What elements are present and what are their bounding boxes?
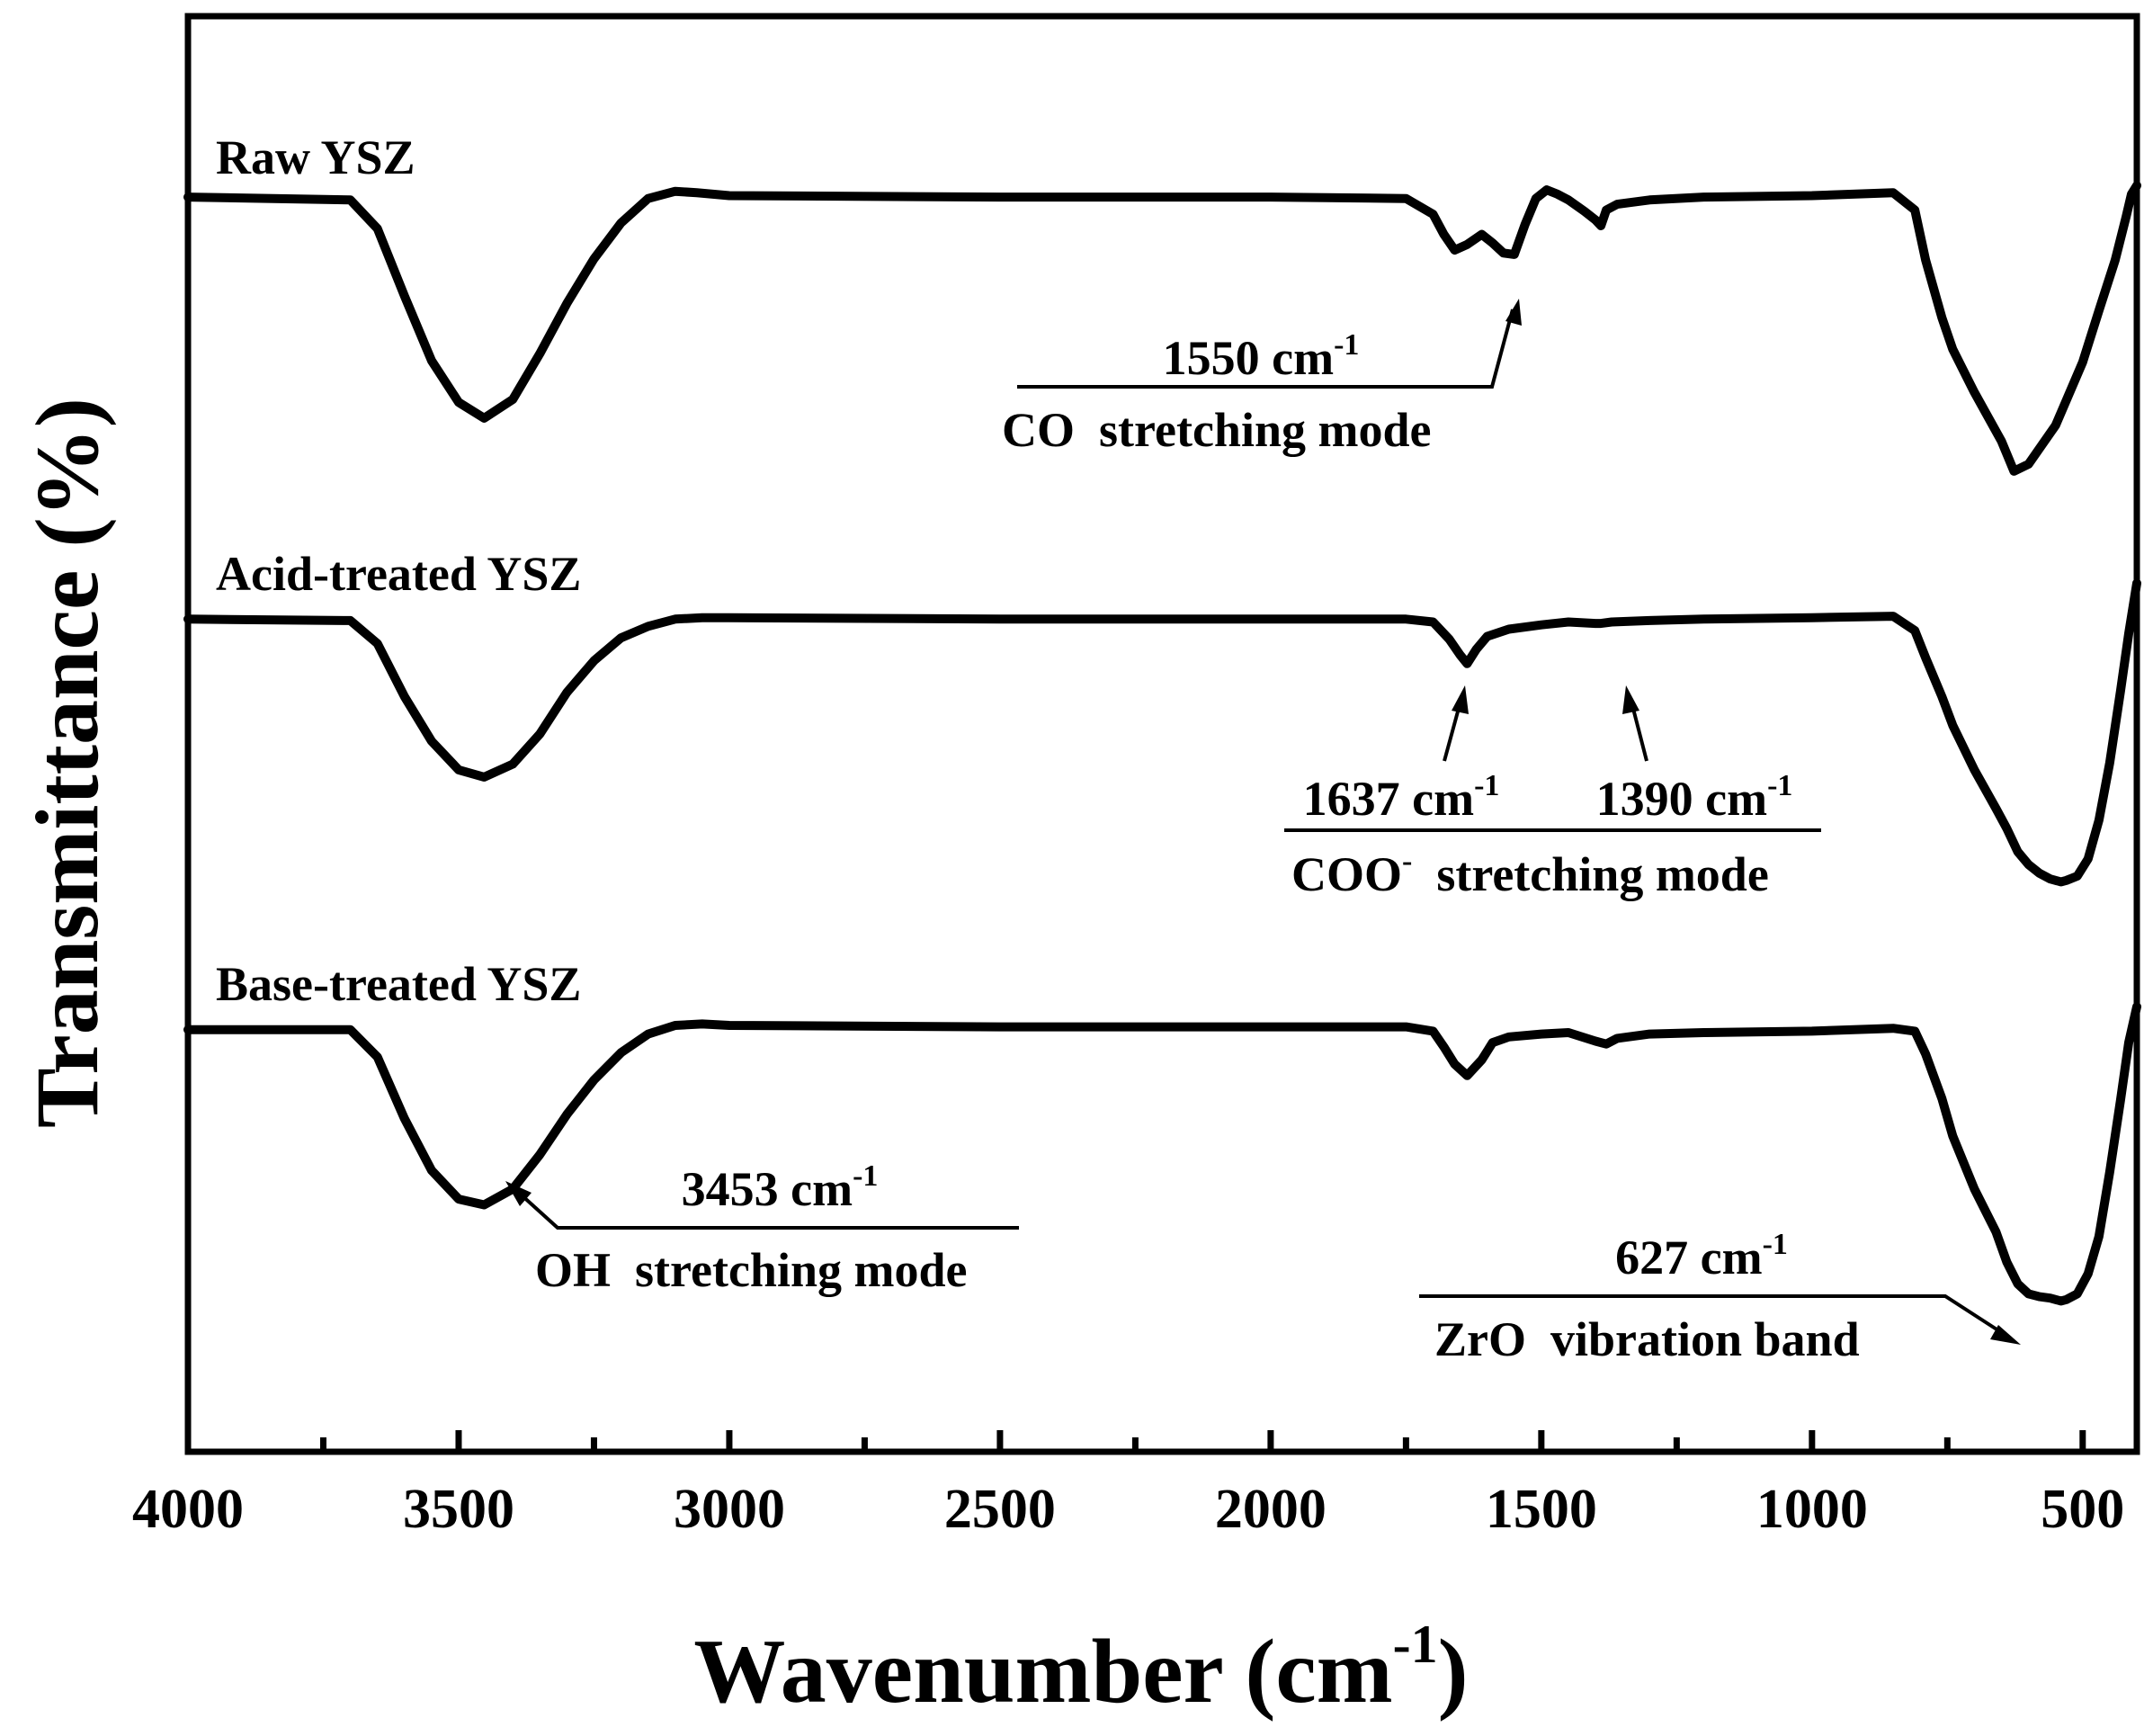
series-label-base: Base-treated YSZ xyxy=(216,957,581,1011)
y-axis-label: Transmittance (%) xyxy=(17,398,117,1128)
x-axis-label-close: ) xyxy=(1438,1621,1469,1723)
tick-layer xyxy=(184,1430,2086,1452)
x-axis-label-main: Wavenumber (cm xyxy=(693,1621,1392,1723)
annotation-oh-arrowhead xyxy=(505,1181,532,1206)
annotation-1637-wavenumber: 1637 cm-1 xyxy=(1303,769,1500,826)
x-tick-label-3500: 3500 xyxy=(403,1479,514,1540)
annotation-co-leader xyxy=(1017,309,1514,389)
x-axis-label: Wavenumber (cm-1) xyxy=(693,1615,1468,1723)
annotation-coo: 1637 cm-1 1390 cm-1 COO- stretching mode xyxy=(1284,685,1821,901)
annotation-zro-arrowhead xyxy=(1990,1325,2021,1345)
series-line-base-treated-ysz xyxy=(183,1002,2141,1306)
annotation-co-arrowhead xyxy=(1505,299,1522,326)
annotation-oh-mode: OH stretching mode xyxy=(535,1243,967,1297)
x-tick-label-1000: 1000 xyxy=(1756,1479,1868,1540)
x-tick-label-3000: 3000 xyxy=(674,1479,785,1540)
series-layer xyxy=(183,181,2141,1306)
series-label-raw: Raw YSZ xyxy=(216,130,415,184)
annotation-co: 1550 cm-1 CO stretching mode xyxy=(1002,299,1522,457)
annotation-co-wavenumber: 1550 cm-1 xyxy=(1163,328,1360,385)
x-tick-label-2000: 2000 xyxy=(1215,1479,1327,1540)
annotation-zro: 627 cm-1 ZrO vibration band xyxy=(1419,1228,2021,1366)
x-tick-label-4000: 4000 xyxy=(132,1479,244,1540)
x-tick-label-500: 500 xyxy=(2041,1479,2124,1540)
series-line-raw-ysz xyxy=(183,181,2141,476)
annotation-oh-wavenumber: 3453 cm-1 xyxy=(682,1159,879,1216)
annotation-1637-arrowhead xyxy=(1452,685,1469,714)
annotation-co-mode: CO stretching mode xyxy=(1002,403,1431,457)
plot-frame xyxy=(184,13,2140,1455)
x-tick-label-2500: 2500 xyxy=(944,1479,1056,1540)
x-tick-label-1500: 1500 xyxy=(1486,1479,1597,1540)
annotation-zro-wavenumber: 627 cm-1 xyxy=(1615,1228,1788,1284)
series-line-acid-treated-ysz xyxy=(183,578,2141,887)
annotation-oh-leader xyxy=(518,1192,1019,1230)
tick-label-layer: 4000 3500 3000 2500 2000 1500 1000 500 xyxy=(132,1479,2124,1540)
annotation-1390-arrowhead xyxy=(1622,685,1639,714)
series-label-acid: Acid-treated YSZ xyxy=(216,547,581,601)
annotation-zro-leader xyxy=(1419,1294,2006,1336)
annotation-coo-mode: COO- stretching mode xyxy=(1291,845,1769,901)
annotation-1390-wavenumber: 1390 cm-1 xyxy=(1596,769,1793,826)
x-axis-label-sup: -1 xyxy=(1393,1615,1438,1674)
annotation-oh: 3453 cm-1 OH stretching mode xyxy=(505,1159,1019,1297)
annotation-zro-mode: ZrO vibration band xyxy=(1434,1312,1860,1366)
